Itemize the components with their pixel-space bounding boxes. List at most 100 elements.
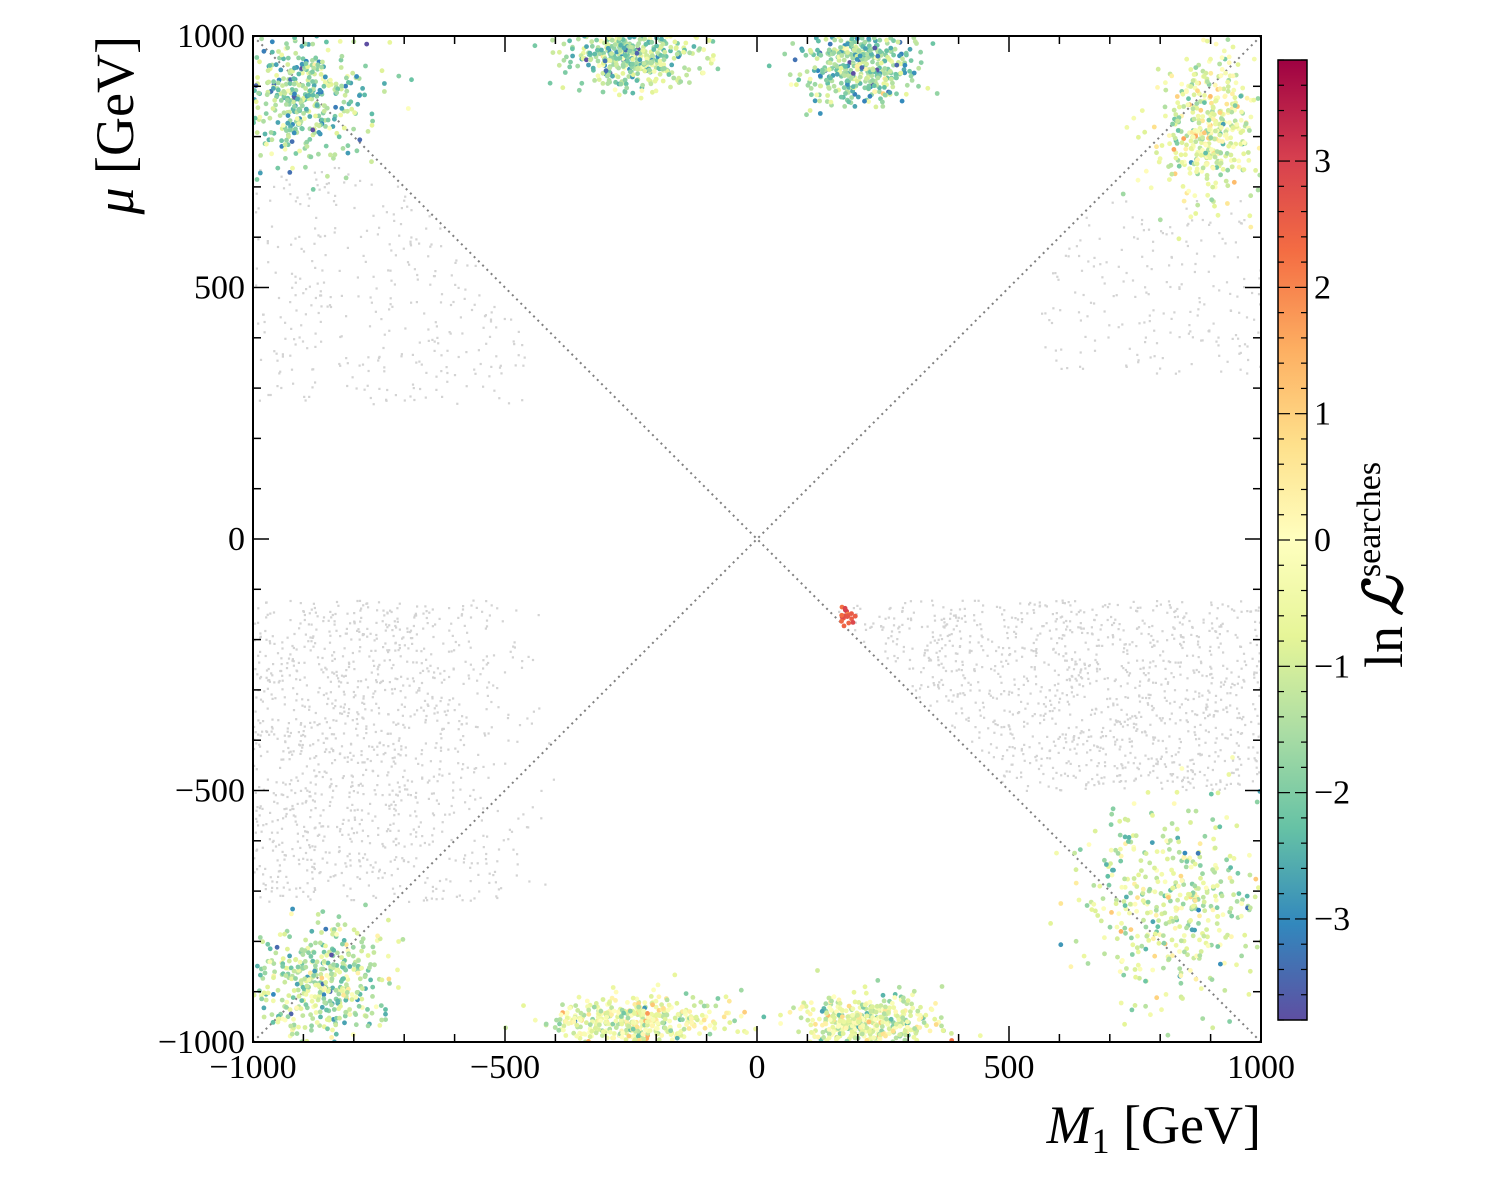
scatter-point bbox=[697, 66, 702, 71]
excluded-point bbox=[1236, 616, 1239, 619]
excluded-point bbox=[423, 312, 426, 315]
excluded-point bbox=[366, 384, 369, 387]
scatter-point bbox=[321, 108, 327, 114]
excluded-point bbox=[268, 900, 271, 903]
excluded-point bbox=[435, 704, 438, 707]
excluded-point bbox=[440, 696, 443, 699]
excluded-point bbox=[1164, 667, 1167, 670]
scatter-point bbox=[319, 117, 325, 123]
excluded-point bbox=[314, 296, 317, 300]
excluded-point bbox=[328, 726, 332, 729]
excluded-point bbox=[367, 606, 370, 609]
excluded-point bbox=[1074, 291, 1077, 294]
scatter-point bbox=[314, 959, 320, 965]
excluded-point bbox=[346, 612, 349, 615]
excluded-point bbox=[1015, 659, 1018, 662]
excluded-point bbox=[419, 387, 422, 391]
scatter-point bbox=[264, 141, 269, 147]
excluded-point bbox=[343, 693, 346, 696]
excluded-point bbox=[270, 890, 273, 893]
excluded-point bbox=[1038, 742, 1041, 745]
excluded-point bbox=[313, 769, 316, 772]
scatter-point bbox=[299, 998, 305, 1003]
scatter-point bbox=[357, 976, 363, 982]
excluded-point bbox=[317, 691, 320, 694]
scatter-point bbox=[310, 69, 315, 75]
excluded-point bbox=[1047, 785, 1050, 788]
excluded-point bbox=[462, 605, 465, 608]
excluded-point bbox=[479, 796, 482, 799]
scatter-point bbox=[635, 71, 640, 77]
excluded-point bbox=[1205, 784, 1208, 787]
excluded-point bbox=[314, 642, 317, 645]
excluded-point bbox=[1107, 705, 1110, 709]
excluded-point bbox=[377, 601, 381, 604]
excluded-point bbox=[1243, 660, 1246, 663]
excluded-point bbox=[438, 879, 442, 883]
excluded-point bbox=[1106, 606, 1110, 609]
excluded-point bbox=[503, 671, 507, 674]
excluded-point bbox=[392, 634, 395, 638]
excluded-point bbox=[432, 814, 436, 817]
excluded-point bbox=[430, 653, 433, 656]
excluded-point bbox=[1137, 361, 1140, 364]
excluded-point bbox=[969, 689, 972, 692]
excluded-point bbox=[281, 841, 284, 844]
excluded-point bbox=[372, 214, 375, 217]
excluded-point bbox=[1078, 765, 1081, 768]
excluded-point bbox=[512, 645, 515, 648]
excluded-point bbox=[448, 675, 451, 679]
scatter-point bbox=[721, 1014, 727, 1020]
excluded-point bbox=[1023, 647, 1026, 650]
excluded-point bbox=[278, 864, 281, 867]
excluded-point bbox=[474, 725, 478, 728]
excluded-point bbox=[322, 839, 325, 842]
scatter-point bbox=[682, 65, 687, 71]
excluded-point bbox=[350, 840, 353, 843]
excluded-point bbox=[1151, 742, 1155, 745]
scatter-point bbox=[300, 70, 305, 76]
excluded-point bbox=[1137, 626, 1141, 629]
excluded-point bbox=[1078, 658, 1081, 661]
excluded-point bbox=[324, 254, 327, 257]
excluded-point bbox=[1115, 294, 1118, 297]
excluded-point bbox=[927, 656, 930, 659]
excluded-point bbox=[433, 671, 436, 674]
excluded-point bbox=[1021, 655, 1024, 658]
excluded-point bbox=[1090, 735, 1093, 738]
excluded-point bbox=[1003, 709, 1006, 712]
excluded-point bbox=[438, 773, 441, 776]
excluded-point bbox=[309, 636, 312, 639]
excluded-point bbox=[1245, 663, 1248, 667]
excluded-point bbox=[1208, 223, 1211, 226]
scatter-point bbox=[316, 130, 322, 135]
excluded-point bbox=[317, 763, 320, 766]
scatter-point bbox=[1179, 160, 1185, 165]
excluded-point bbox=[259, 677, 262, 680]
excluded-point bbox=[1034, 675, 1038, 678]
excluded-point bbox=[1153, 644, 1156, 647]
scatter-point bbox=[1193, 139, 1199, 145]
excluded-point bbox=[253, 871, 256, 874]
excluded-point bbox=[1167, 600, 1171, 603]
scatter-point bbox=[866, 36, 872, 42]
excluded-point bbox=[391, 789, 394, 792]
excluded-point bbox=[256, 820, 259, 823]
excluded-point bbox=[1101, 644, 1104, 647]
excluded-point bbox=[1104, 735, 1108, 738]
excluded-point bbox=[400, 207, 403, 210]
scatter-point bbox=[1163, 113, 1168, 119]
excluded-point bbox=[1173, 311, 1176, 314]
scatter-point bbox=[362, 974, 368, 980]
excluded-point bbox=[334, 612, 337, 616]
excluded-point bbox=[1048, 319, 1051, 322]
excluded-point bbox=[1166, 779, 1169, 782]
scatter-point bbox=[684, 72, 689, 78]
excluded-point bbox=[954, 652, 957, 655]
excluded-point bbox=[396, 678, 399, 681]
scatter-point bbox=[310, 41, 316, 47]
scatter-point bbox=[691, 1023, 697, 1029]
scatter-point bbox=[838, 38, 844, 43]
excluded-point bbox=[281, 353, 284, 356]
excluded-point bbox=[1218, 633, 1221, 636]
